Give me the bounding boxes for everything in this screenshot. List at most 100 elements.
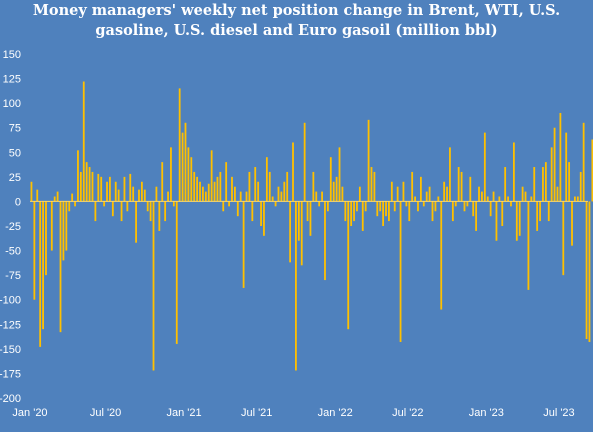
bar bbox=[164, 201, 167, 222]
bar bbox=[472, 201, 475, 217]
bar bbox=[542, 167, 544, 202]
bar bbox=[533, 167, 536, 202]
y-tick-label: -100 bbox=[0, 295, 21, 307]
bar bbox=[370, 167, 373, 202]
bar bbox=[117, 189, 120, 202]
bar bbox=[245, 191, 248, 202]
bar bbox=[138, 189, 140, 202]
bar bbox=[422, 201, 425, 207]
x-tick-label: Jan '23 bbox=[469, 407, 504, 419]
bar bbox=[414, 196, 416, 202]
bar bbox=[571, 201, 573, 246]
bar bbox=[277, 186, 280, 202]
bar bbox=[463, 201, 466, 212]
bar bbox=[504, 167, 507, 202]
bar bbox=[193, 171, 196, 202]
x-tick-label: Jul '23 bbox=[543, 407, 574, 419]
bar bbox=[364, 201, 367, 212]
bar bbox=[50, 201, 53, 251]
bar bbox=[109, 176, 111, 202]
bar bbox=[347, 201, 350, 330]
bar bbox=[385, 201, 387, 217]
bar bbox=[388, 201, 390, 222]
bar bbox=[292, 142, 294, 202]
bar bbox=[178, 88, 181, 202]
bar bbox=[536, 201, 539, 231]
bar bbox=[103, 201, 106, 207]
bar bbox=[36, 189, 39, 202]
bar bbox=[79, 171, 82, 202]
bar bbox=[350, 201, 353, 226]
bar bbox=[120, 201, 123, 222]
y-tick-label: 125 bbox=[3, 74, 21, 86]
bar bbox=[295, 201, 297, 371]
bar bbox=[190, 157, 193, 202]
bar bbox=[483, 132, 486, 202]
bar bbox=[515, 201, 518, 241]
bar bbox=[106, 181, 108, 202]
y-tick-label: -50 bbox=[5, 246, 21, 258]
bar bbox=[524, 191, 527, 202]
bar bbox=[216, 176, 219, 202]
chart-title-line-1: Money managers' weekly net position chan… bbox=[32, 2, 561, 19]
bar bbox=[309, 201, 312, 236]
y-tick-label: 150 bbox=[3, 49, 21, 61]
bar bbox=[553, 127, 556, 202]
bar bbox=[481, 191, 483, 202]
bar bbox=[199, 181, 201, 202]
bar bbox=[550, 147, 553, 202]
bar bbox=[286, 171, 289, 202]
bar bbox=[228, 201, 230, 207]
bar bbox=[62, 201, 65, 261]
bar bbox=[167, 191, 169, 202]
bar bbox=[77, 150, 79, 202]
y-tick-label: -25 bbox=[5, 221, 21, 233]
bar bbox=[123, 176, 126, 202]
bar bbox=[475, 201, 478, 231]
bar bbox=[527, 201, 530, 290]
bar bbox=[158, 201, 161, 231]
x-tick-label: Jan '22 bbox=[318, 407, 353, 419]
bar bbox=[300, 201, 303, 266]
bar bbox=[297, 201, 300, 241]
y-tick-label: -75 bbox=[5, 270, 21, 282]
bar bbox=[312, 171, 315, 202]
bar bbox=[356, 201, 358, 212]
bar bbox=[74, 201, 76, 207]
bar bbox=[146, 201, 149, 212]
bar bbox=[492, 191, 495, 202]
bar bbox=[562, 201, 565, 276]
bar bbox=[242, 201, 245, 288]
bar bbox=[39, 201, 42, 347]
y-tick-label: -125 bbox=[0, 319, 21, 331]
bar bbox=[248, 171, 251, 202]
bar bbox=[184, 122, 187, 202]
bar bbox=[358, 186, 361, 202]
bar bbox=[507, 196, 509, 202]
bar bbox=[341, 186, 344, 202]
bar bbox=[219, 171, 222, 202]
bar bbox=[265, 157, 268, 202]
bar bbox=[251, 201, 254, 222]
bar bbox=[373, 171, 376, 202]
y-tick-label: 50 bbox=[9, 147, 21, 159]
bar bbox=[521, 186, 524, 202]
bar bbox=[140, 181, 143, 202]
bar bbox=[588, 201, 591, 342]
bar bbox=[451, 201, 454, 222]
bar bbox=[97, 173, 100, 202]
bar bbox=[565, 132, 568, 202]
bar bbox=[260, 201, 262, 226]
bar bbox=[85, 162, 88, 202]
bar bbox=[405, 201, 408, 207]
bar bbox=[324, 201, 326, 281]
bar bbox=[582, 122, 585, 202]
bar bbox=[443, 181, 446, 202]
bar bbox=[353, 201, 355, 222]
bar bbox=[202, 186, 204, 202]
bar bbox=[510, 201, 512, 207]
bar bbox=[434, 201, 437, 212]
bar bbox=[466, 201, 469, 207]
bar bbox=[30, 181, 33, 202]
